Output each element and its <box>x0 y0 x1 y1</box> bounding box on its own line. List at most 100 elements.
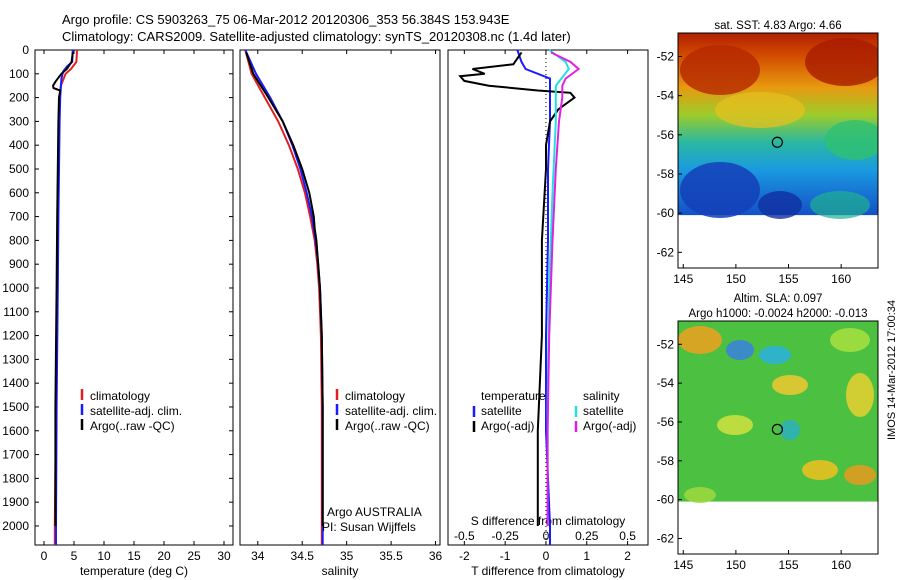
plot-frame <box>447 49 649 546</box>
figure-title-line1: Argo profile: CS 5903263_75 06-Mar-2012 … <box>62 12 510 27</box>
x-tick-label: 15 <box>127 549 141 563</box>
map-x-tick-label: 160 <box>831 272 851 286</box>
x-axis-label: salinity <box>322 564 359 578</box>
series-line-0 <box>516 49 551 545</box>
map-x-tick-label: 155 <box>779 558 799 572</box>
x-tick-label: 34.5 <box>291 549 315 563</box>
x-tick-label: 25 <box>187 549 201 563</box>
sla-map-panel: Altim. SLA: 0.097 Argo h1000: -0.0024 h20… <box>657 293 879 572</box>
x-tick-label: 30 <box>217 549 231 563</box>
map-y-tick-label: -60 <box>657 493 675 507</box>
argo-position-marker <box>771 423 783 435</box>
series-line-3 <box>546 51 581 526</box>
y-tick-label: 600 <box>9 186 29 200</box>
sla-blob <box>678 326 722 354</box>
x-tick-label: 36 <box>429 549 443 563</box>
sst-blob <box>758 191 802 219</box>
legend-label: Argo(-adj) <box>481 419 534 433</box>
map-title: Altim. SLA: 0.097 <box>734 293 823 305</box>
y-tick-label: 1900 <box>2 495 29 509</box>
map-y-tick-label: -56 <box>657 415 675 429</box>
annotation-text: Argo AUSTRALIA <box>327 505 422 519</box>
map-image <box>678 33 878 219</box>
annotation-text: PI: Susan Wijffels <box>322 520 416 534</box>
map-title: Argo h1000: -0.0024 h2000: -0.013 <box>688 308 867 320</box>
sst-blob <box>680 45 760 95</box>
x-tick-label: 35.5 <box>379 549 403 563</box>
map-x-tick-label: 150 <box>726 272 746 286</box>
y-tick-label: 1100 <box>3 305 29 319</box>
map-x-tick-label: 160 <box>831 558 851 572</box>
sla-blob <box>759 346 791 364</box>
x-tick-label-top: 0.25 <box>575 529 599 543</box>
x-tick-label-top: 0 <box>543 529 550 543</box>
sst-map-panel: sat. SST: 4.83 Argo: 4.66 145 150 155 160 -52… <box>657 20 879 286</box>
x-tick-label-top: 0.5 <box>619 529 636 543</box>
series-line-1 <box>55 49 74 545</box>
y-tick-label: 1300 <box>2 352 29 366</box>
sla-blob <box>717 415 753 435</box>
map-y-tick-label: -58 <box>657 167 675 181</box>
y-tick-label: 700 <box>9 210 29 224</box>
map-y-tick-label: -54 <box>657 89 675 103</box>
temperature-panel: 0100200300400500600700800900100011001200… <box>2 43 234 578</box>
map-y-tick-label: -54 <box>657 376 675 390</box>
map-y-tick-label: -52 <box>657 337 675 351</box>
x-tick-label: 0 <box>41 549 48 563</box>
map-y-tick-label: -58 <box>657 454 675 468</box>
series-line-1 <box>458 51 576 526</box>
y-tick-label: 100 <box>9 67 29 81</box>
plot-frame <box>239 49 441 546</box>
x-tick-label: 35 <box>340 549 354 563</box>
legend-label: satellite-adj. clim. <box>345 404 437 418</box>
salinity-panel: 34 34.5 35 35.5 36 salinity climatologysatelli… <box>239 49 443 578</box>
y-tick-label: 200 <box>9 91 29 105</box>
series-line-2 <box>51 52 74 526</box>
x-axis-label: temperature (deg C) <box>80 564 188 578</box>
x-axis-label: T difference from climatology <box>471 564 625 578</box>
map-image <box>678 321 878 503</box>
x-tick-label: 5 <box>71 549 78 563</box>
y-tick-label: 1400 <box>2 376 29 390</box>
x-tick-label: 0 <box>543 549 550 563</box>
y-tick-label: 2000 <box>2 519 29 533</box>
map-x-tick-label: 150 <box>726 558 746 572</box>
legend-label: climatology <box>345 389 405 403</box>
map-y-tick-label: -56 <box>657 128 675 142</box>
legend-label: Argo(-adj) <box>583 419 636 433</box>
x-tick-label-top: -0.5 <box>454 529 475 543</box>
map-x-tick-label: 145 <box>673 272 693 286</box>
sst-blob <box>715 92 805 128</box>
y-tick-label: 1000 <box>2 281 29 295</box>
x-tick-label: -2 <box>459 549 470 563</box>
sla-blob <box>830 328 870 352</box>
argo-position-marker <box>771 136 783 148</box>
plot-frame <box>34 49 234 546</box>
sla-blob <box>772 375 808 395</box>
sla-blob <box>846 373 874 417</box>
map-x-tick-label: 145 <box>673 558 693 572</box>
y-tick-label: 1500 <box>2 400 29 414</box>
y-tick-label: 500 <box>9 162 29 176</box>
y-tick-label: 0 <box>22 43 29 57</box>
map-title: sat. SST: 4.83 Argo: 4.66 <box>714 20 841 32</box>
sst-blob <box>810 191 870 219</box>
y-tick-label: 1200 <box>2 329 29 343</box>
map-y-tick-label: -62 <box>657 245 675 259</box>
y-tick-label: 1600 <box>2 424 29 438</box>
map-frame <box>677 320 879 555</box>
legend-label: satellite <box>583 404 624 418</box>
sla-blob <box>684 487 716 503</box>
map-frame <box>677 32 879 269</box>
legend-heading: temperature <box>481 389 546 403</box>
y-tick-label: 1700 <box>2 448 29 462</box>
sst-blob <box>805 38 878 86</box>
figure-title-line2: Climatology: CARS2009. Satellite-adjuste… <box>62 29 571 44</box>
sst-blob <box>680 162 760 218</box>
y-tick-label: 1800 <box>2 471 29 485</box>
sla-blob <box>844 465 876 485</box>
legend-heading: salinity <box>583 389 620 403</box>
sla-blob <box>726 340 754 360</box>
x-tick-label-top: -0.25 <box>491 529 519 543</box>
